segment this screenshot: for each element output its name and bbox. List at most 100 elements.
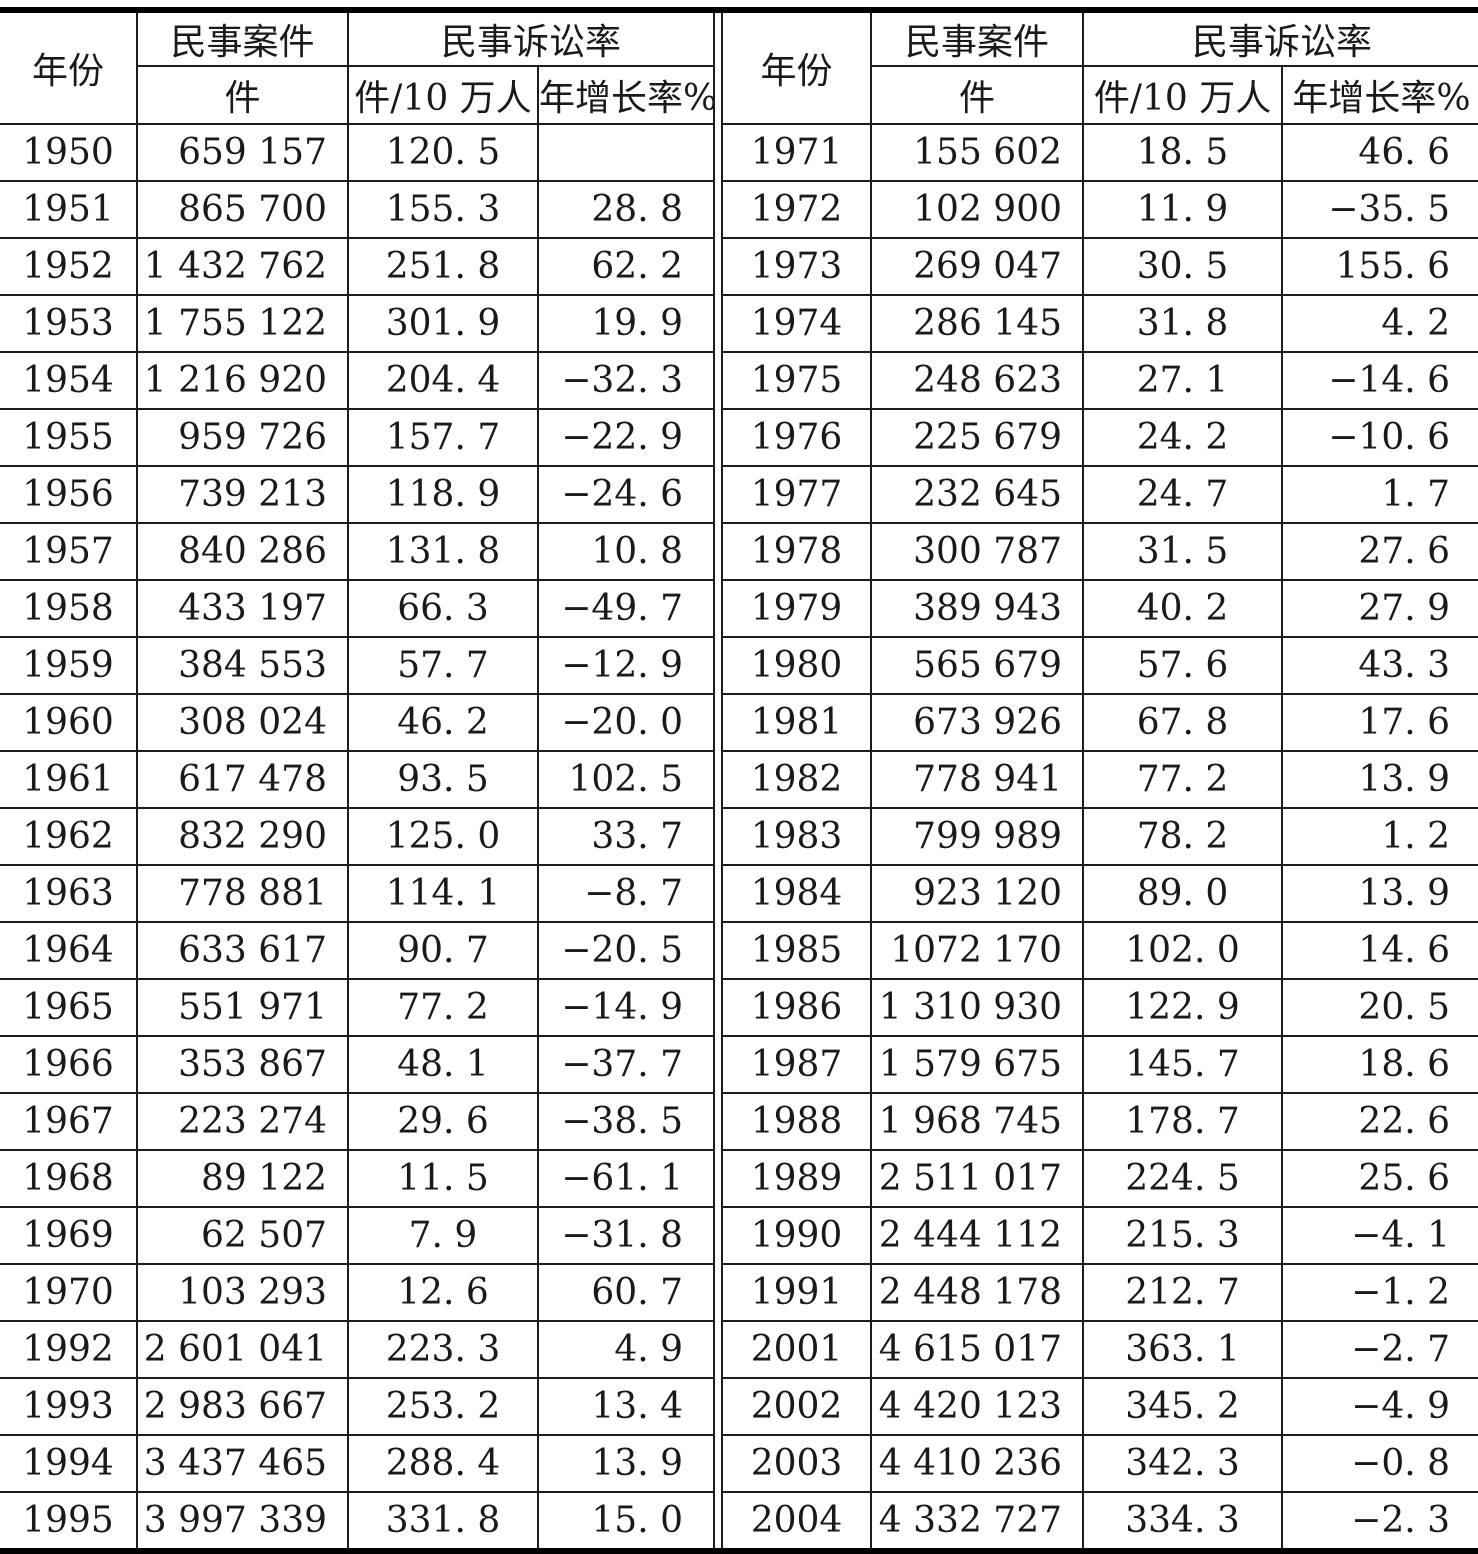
year-cell: 1989 [721,1149,873,1208]
year-cell: 1969 [0,1206,138,1265]
cases-count-cell: 2 601 041 [136,1320,349,1379]
year-cell: 1950 [0,123,138,182]
year-cell: 1963 [0,864,138,923]
cases-count-cell: 659 157 [136,123,349,182]
table-row: 1967 223 274 29. 6 −38. 5 [0,1092,716,1151]
rate-per-100k-cell: 46. 2 [347,693,539,752]
rate-per-100k-cell: 157. 7 [347,408,539,467]
annual-growth-cell: −0. 8 [1281,1434,1478,1493]
annual-growth-header: 年增长率% [1281,65,1478,125]
table-row: 1985 1072 170 102. 0 14. 6 [721,921,1478,980]
rate-per-100k-cell: 120. 5 [347,123,539,182]
table-row: 1964 633 617 90. 7 −20. 5 [0,921,716,980]
annual-growth-cell: 19. 9 [536,294,716,353]
year-cell: 1961 [0,750,138,809]
table-row: 1980 565 679 57. 6 43. 3 [721,636,1478,695]
annual-growth-cell: −35. 5 [1281,180,1478,239]
annual-growth-cell: −37. 7 [536,1035,716,1094]
year-cell: 1987 [721,1035,873,1094]
year-cell: 1958 [0,579,138,638]
table-row: 1960 308 024 46. 2 −20. 0 [0,693,716,752]
annual-growth-cell: 22. 6 [1281,1092,1478,1151]
year-cell: 2003 [721,1434,873,1493]
year-cell: 1978 [721,522,873,581]
rate-per-100k-cell: 178. 7 [1082,1092,1284,1151]
year-cell: 2004 [721,1491,873,1548]
table-row: 1990 2 444 112 215. 3 −4. 1 [721,1206,1478,1265]
cases-count-cell: 433 197 [136,579,349,638]
rate-per-100k-cell: 114. 1 [347,864,539,923]
rate-per-100k-cell: 288. 4 [347,1434,539,1493]
year-cell: 2001 [721,1320,873,1379]
cases-count-cell: 1 755 122 [136,294,349,353]
rate-per-100k-cell: 12. 6 [347,1263,539,1322]
year-column-header: 年份 [721,13,873,125]
annual-growth-cell: 33. 7 [536,807,716,866]
rate-per-100k-cell: 89. 0 [1082,864,1284,923]
rate-per-100k-cell: 223. 3 [347,1320,539,1379]
year-cell: 1976 [721,408,873,467]
year-cell: 1953 [0,294,138,353]
table-row: 1981 673 926 67. 8 17. 6 [721,693,1478,752]
year-cell: 1973 [721,237,873,296]
cases-count-cell: 232 645 [870,465,1085,524]
rate-per-100k-cell: 67. 8 [1082,693,1284,752]
annual-growth-cell: −4. 1 [1281,1206,1478,1265]
cases-count-cell: 565 679 [870,636,1085,695]
rate-per-100k-cell: 48. 1 [347,1035,539,1094]
civil-cases-group-header: 民事案件 [870,13,1085,67]
cases-count-cell: 1 216 920 [136,351,349,410]
annual-growth-cell: 13. 4 [536,1377,716,1436]
civil-litigation-table: 年份 民事案件 民事诉讼率 件 件/10 万人 年增长率% 1950 659 15… [0,7,1478,1554]
cases-count-cell: 384 553 [136,636,349,695]
table-row: 1977 232 645 24. 7 1. 7 [721,465,1478,524]
cases-count-cell: 1 968 745 [870,1092,1085,1151]
year-cell: 1971 [721,123,873,182]
rate-per-100k-cell: 31. 5 [1082,522,1284,581]
rate-per-100k-cell: 251. 8 [347,237,539,296]
cases-count-cell: 4 410 236 [870,1434,1085,1493]
table-row: 1965 551 971 77. 2 −14. 9 [0,978,716,1037]
table-row: 2003 4 410 236 342. 3 −0. 8 [721,1434,1478,1493]
rate-per-100k-cell: 77. 2 [1082,750,1284,809]
table-row: 1958 433 197 66. 3 −49. 7 [0,579,716,638]
cases-count-cell: 865 700 [136,180,349,239]
rate-per-100k-cell: 215. 3 [1082,1206,1284,1265]
cases-count-cell: 102 900 [870,180,1085,239]
cases-count-cell: 799 989 [870,807,1085,866]
cases-count-cell: 551 971 [136,978,349,1037]
annual-growth-cell: 43. 3 [1281,636,1478,695]
annual-growth-cell: −12. 9 [536,636,716,695]
year-cell: 1990 [721,1206,873,1265]
annual-growth-cell: 13. 9 [536,1434,716,1493]
annual-growth-cell: −38. 5 [536,1092,716,1151]
cases-count-cell: 633 617 [136,921,349,980]
rate-per-100k-cell: 7. 9 [347,1206,539,1265]
cases-count-cell: 269 047 [870,237,1085,296]
rate-per-100k-cell: 24. 2 [1082,408,1284,467]
annual-growth-cell: −1. 2 [1281,1263,1478,1322]
rate-per-100k-cell: 212. 7 [1082,1263,1284,1322]
annual-growth-cell: 13. 9 [1281,864,1478,923]
cases-count-cell: 923 120 [870,864,1085,923]
table-row: 1952 1 432 762 251. 8 62. 2 [0,237,716,296]
rate-per-100k-cell: 145. 7 [1082,1035,1284,1094]
table-row: 1951 865 700 155. 3 28. 8 [0,180,716,239]
table-row: 1969 62 507 7. 9 −31. 8 [0,1206,716,1265]
table-row: 1963 778 881 114. 1 −8. 7 [0,864,716,923]
year-cell: 1979 [721,579,873,638]
cases-count-cell: 155 602 [870,123,1085,182]
year-cell: 1966 [0,1035,138,1094]
rate-per-100k-cell: 29. 6 [347,1092,539,1151]
year-cell: 1962 [0,807,138,866]
annual-growth-cell: 60. 7 [536,1263,716,1322]
table-row: 1991 2 448 178 212. 7 −1. 2 [721,1263,1478,1322]
year-cell: 1992 [0,1320,138,1379]
cases-unit-header: 件 [137,65,349,125]
table-row: 1989 2 511 017 224. 5 25. 6 [721,1149,1478,1208]
rate-per-100k-cell: 77. 2 [347,978,539,1037]
rate-per-100k-cell: 31. 8 [1082,294,1284,353]
table-row: 1986 1 310 930 122. 9 20. 5 [721,978,1478,1037]
rate-per-100k-cell: 18. 5 [1082,123,1284,182]
